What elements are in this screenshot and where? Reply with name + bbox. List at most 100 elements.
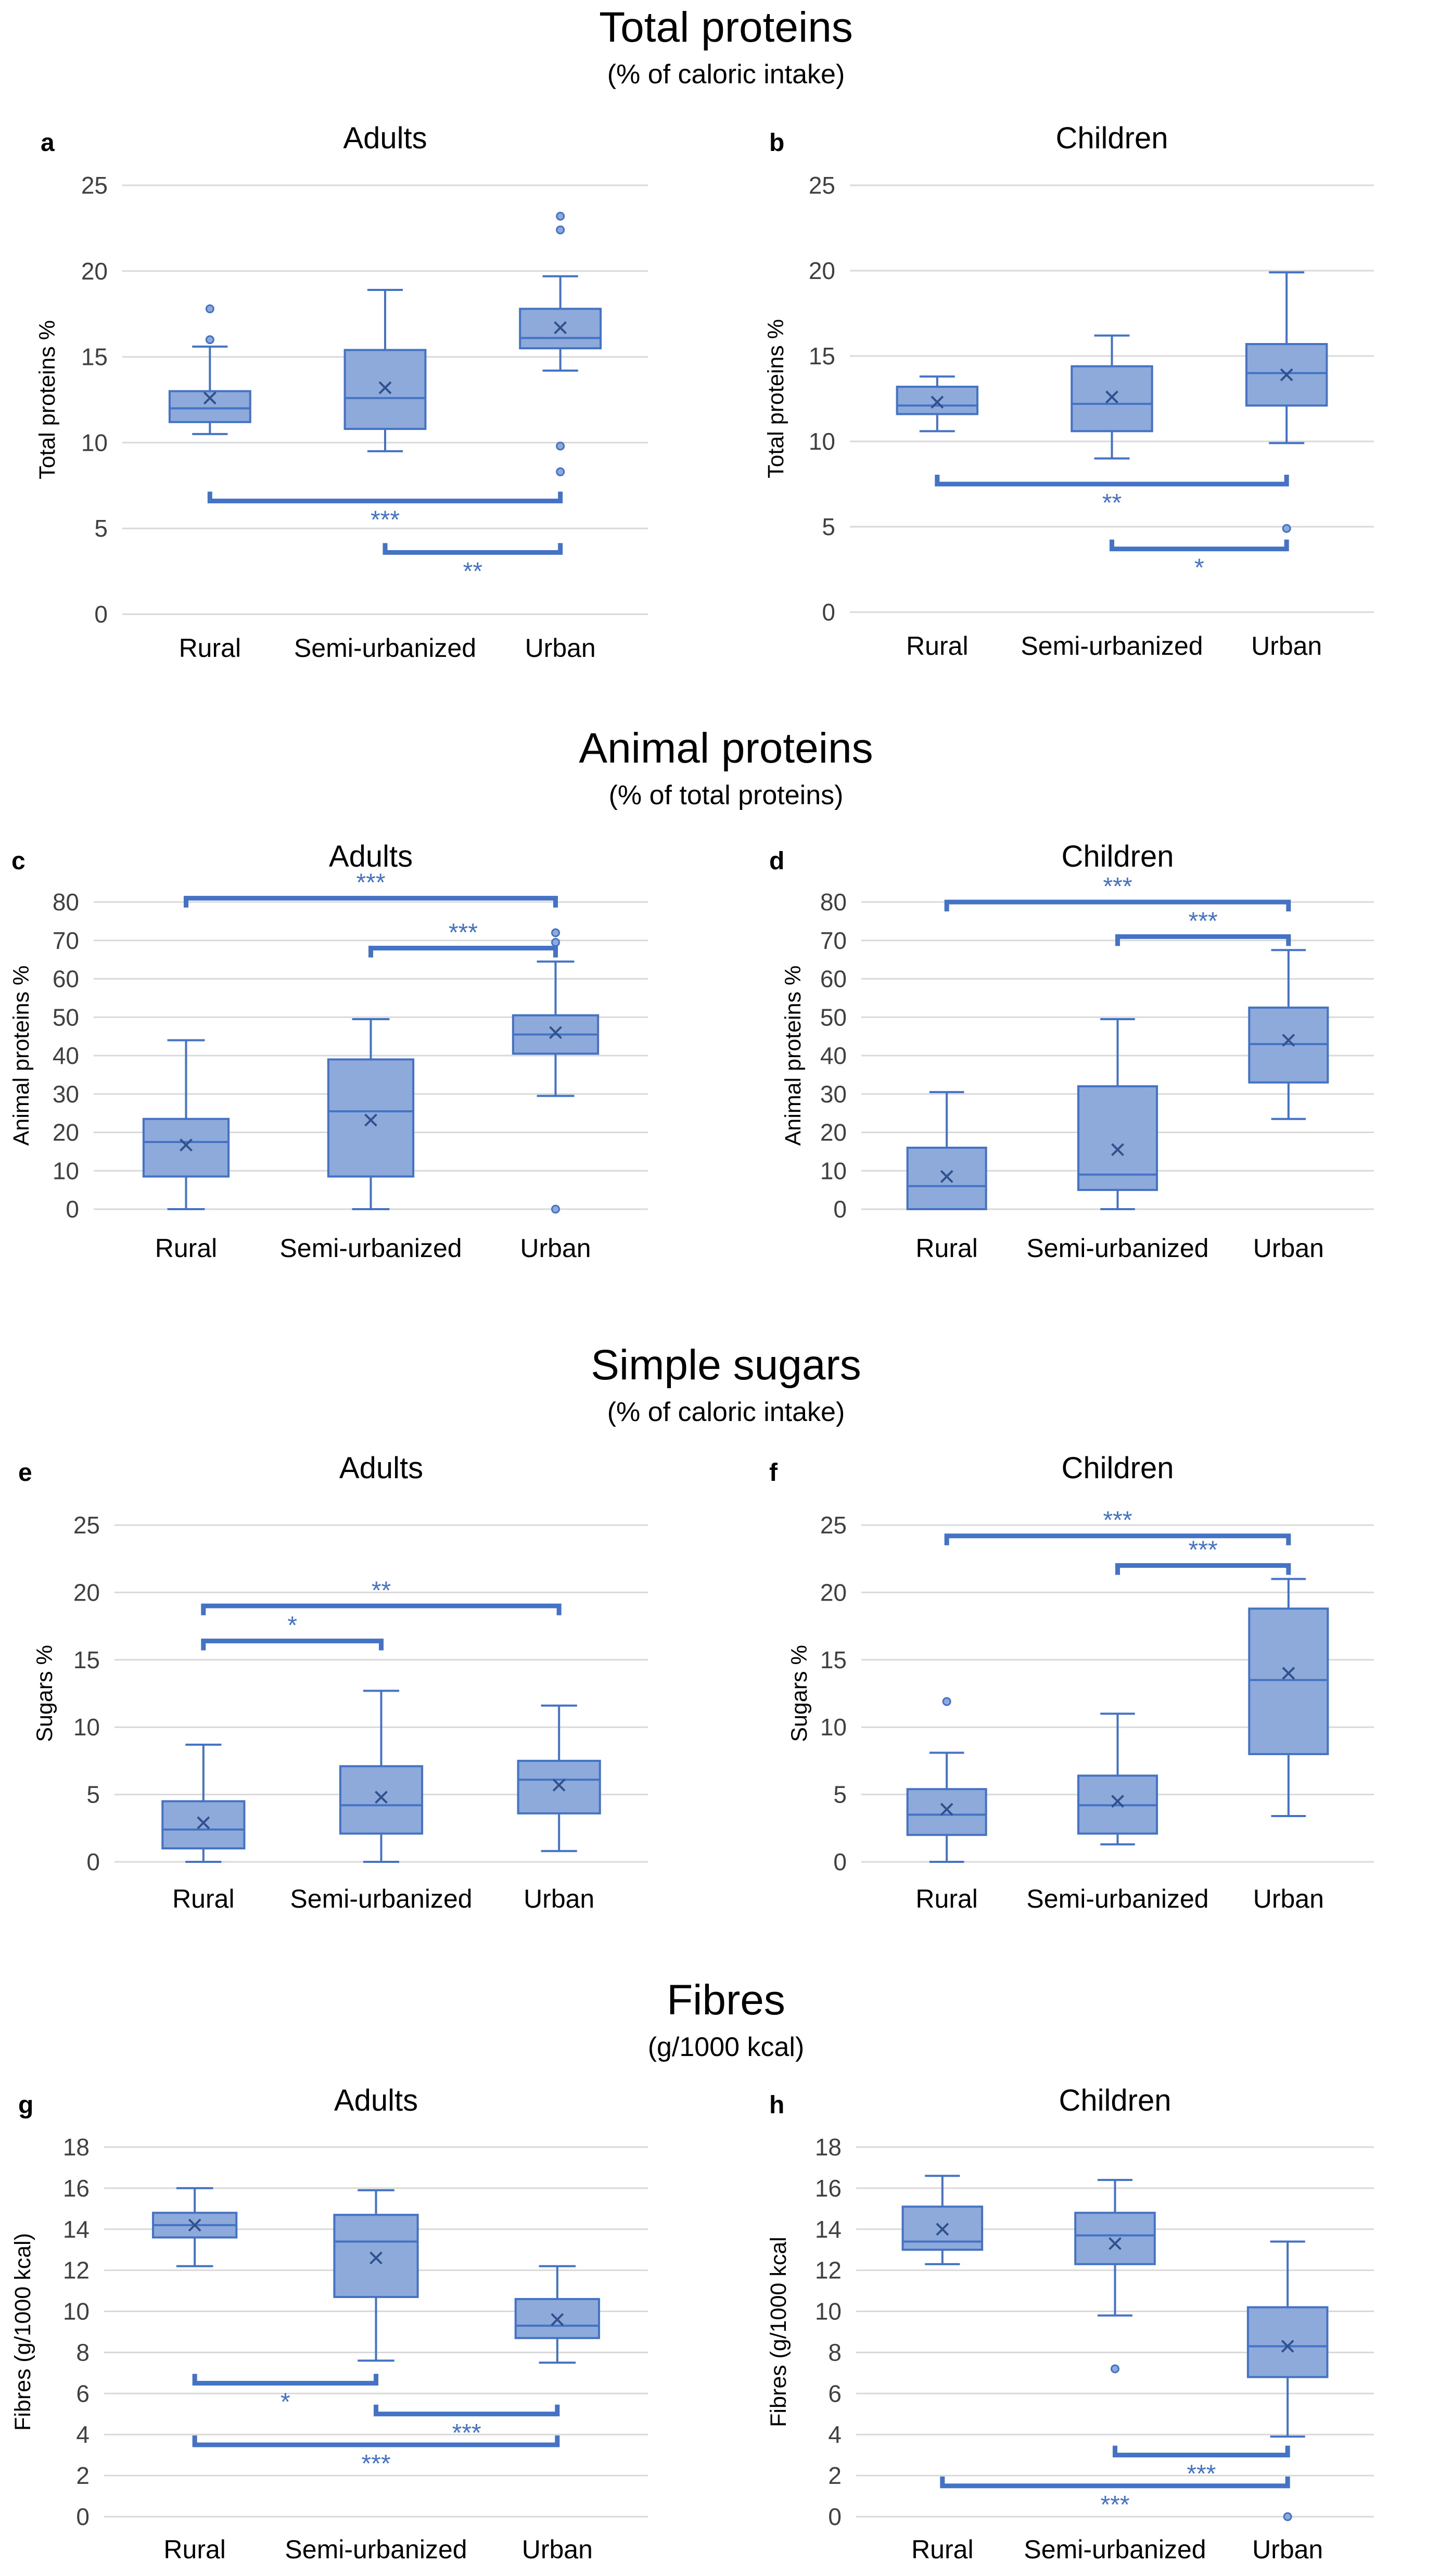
x-category-label: Semi-urbanized (290, 1884, 472, 1913)
y-tick-label: 4 (828, 2421, 842, 2448)
y-tick-label: 0 (66, 1196, 79, 1223)
box-urban (1246, 2240, 1329, 2521)
significance-bracket: ** (935, 475, 1289, 517)
y-tick-label: 10 (53, 1157, 79, 1184)
bracket-line (368, 946, 558, 958)
box-urban (1248, 1578, 1329, 1818)
y-tick-label: 60 (53, 966, 79, 993)
mean-marker (1282, 1667, 1295, 1680)
chart-panel-b: b Children 0 5 10 15 20 25 Total proteins % Rural… (763, 121, 1374, 661)
mean-marker (940, 1170, 953, 1183)
mean-stroke (1105, 390, 1118, 404)
x-category-label: Rural (172, 1884, 234, 1913)
significance-bracket: *** (374, 2404, 560, 2447)
y-tick-label: 80 (820, 889, 847, 916)
mean-stroke (1281, 2340, 1294, 2353)
significance-label: * (281, 2389, 290, 2416)
outlier-point (1111, 2364, 1119, 2374)
chart-panel-f: f Children 0 5 10 15 20 25 Sugars % Rural Semi-urb… (769, 1451, 1374, 1913)
outlier-point (556, 467, 565, 476)
mean-stroke (1111, 1143, 1124, 1157)
y-tick-label: 20 (820, 1579, 847, 1606)
mean-stroke (936, 2223, 949, 2236)
panel-title: Children (1056, 121, 1168, 155)
significance-label: * (1194, 554, 1204, 582)
mean-marker (188, 2218, 201, 2232)
panel-title: Children (1059, 2084, 1171, 2117)
y-tick-label: 30 (820, 1081, 847, 1108)
significance-label: *** (356, 869, 385, 897)
mean-marker (1111, 1143, 1124, 1157)
mean-stroke (551, 2313, 564, 2326)
box-urban (514, 2265, 600, 2364)
y-tick-label: 18 (815, 2134, 842, 2161)
panel-letter: e (18, 1459, 32, 1487)
y-tick-label: 40 (820, 1042, 847, 1069)
panel-letter: h (769, 2091, 784, 2119)
box-urban (1245, 271, 1328, 533)
chart-panel-g: g Adults 0 2 4 6 8 10 12 14 16 18 Fibres (g/1000 kca… (10, 2084, 648, 2564)
box-rural (142, 1039, 230, 1210)
y-tick-label: 10 (815, 2298, 842, 2325)
section-title-simple-sugars: Simple sugars (591, 1341, 861, 1389)
box-rural (906, 1697, 987, 1863)
panel-title: Adults (343, 121, 427, 155)
y-tick-label: 14 (815, 2216, 842, 2243)
y-tick-label: 15 (820, 1646, 847, 1673)
x-category-label: Rural (179, 633, 241, 663)
x-category-label: Urban (1251, 631, 1322, 661)
panel-title: Adults (334, 2084, 418, 2117)
box-body (517, 1759, 601, 1814)
y-tick-label: 25 (81, 172, 108, 199)
significance-bracket: * (1110, 539, 1289, 582)
box-body (906, 1147, 987, 1210)
bracket-line (1113, 2445, 1290, 2458)
significance-label: *** (1103, 1507, 1132, 1534)
x-category-label: Urban (524, 1884, 594, 1913)
x-category-label: Semi-urbanized (294, 633, 476, 663)
box-body (333, 2214, 419, 2298)
y-tick-label: 80 (53, 889, 79, 916)
mean-marker (1282, 1034, 1295, 1047)
significance-label: ** (1102, 489, 1122, 517)
y-tick-label: 25 (73, 1512, 100, 1539)
bracket-line (201, 1639, 384, 1651)
significance-label: *** (1103, 873, 1132, 900)
chart-panel-h: h Children 0 2 4 6 8 10 12 14 16 18 Fibres (g/1000 k… (766, 2084, 1374, 2564)
box-semi-urbanized (1077, 1712, 1158, 1846)
box-urban (517, 1704, 601, 1852)
y-tick-label: 5 (833, 1781, 847, 1808)
y-axis-label: Sugars % (32, 1645, 57, 1742)
panel-letter: a (41, 129, 55, 157)
mean-marker (940, 1803, 953, 1816)
mean-stroke (940, 1803, 953, 1816)
box-semi-urbanized (343, 289, 427, 452)
y-tick-label: 10 (81, 429, 108, 456)
significance-label: *** (1100, 2491, 1129, 2519)
mean-stroke (197, 1816, 210, 1830)
bracket-line (1115, 1563, 1291, 1575)
mean-stroke (375, 1791, 388, 1804)
box-body (161, 1800, 246, 1850)
outlier-point (1282, 524, 1291, 533)
panel-title: Adults (329, 840, 413, 873)
significance-label: *** (1189, 1537, 1218, 1564)
mean-marker (554, 321, 567, 334)
mean-stroke (370, 2251, 383, 2265)
y-tick-label: 6 (76, 2380, 90, 2407)
y-tick-label: 40 (53, 1042, 79, 1069)
significance-bracket: *** (1113, 2445, 1290, 2488)
significance-label: ** (463, 557, 482, 585)
y-tick-label: 0 (94, 601, 108, 628)
significance-label: *** (1187, 2460, 1216, 2488)
y-tick-label: 18 (63, 2134, 90, 2161)
significance-bracket: *** (940, 2476, 1290, 2519)
bracket-line (940, 2476, 1290, 2489)
y-axis-label: Fibres (g/1000 kcal) (10, 2233, 35, 2431)
y-tick-label: 60 (820, 966, 847, 993)
panel-letter: b (769, 129, 784, 157)
outlier-point (556, 211, 565, 221)
box-semi-urbanized (339, 1690, 424, 1863)
mean-marker (375, 1791, 388, 1804)
